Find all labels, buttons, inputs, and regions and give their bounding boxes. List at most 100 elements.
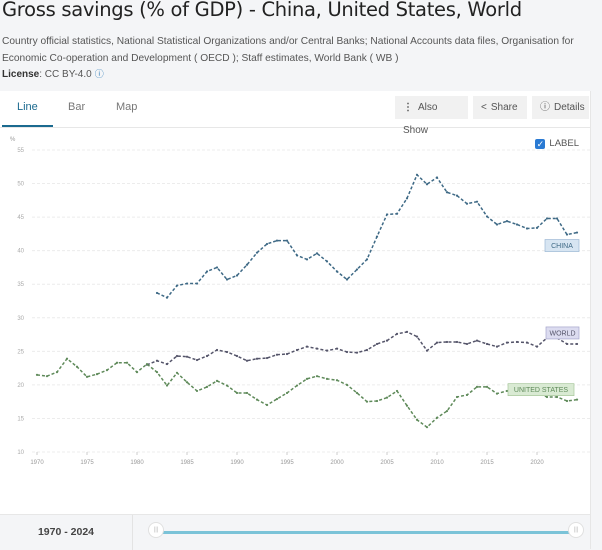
data-point-united_states: [255, 398, 259, 401]
data-point-world: [535, 345, 539, 348]
data-point-united_states: [545, 395, 549, 399]
share-icon: <: [481, 102, 487, 113]
slider-handle-end[interactable]: |||: [568, 522, 584, 538]
data-point-united_states: [245, 391, 249, 395]
data-point-world: [275, 353, 279, 356]
license-label: License: [2, 69, 40, 80]
share-button[interactable]: < Share: [473, 96, 527, 119]
data-point-world: [175, 354, 179, 358]
label-toggle[interactable]: ✓ LABEL: [535, 138, 579, 149]
checkbox-checked-icon[interactable]: ✓: [535, 138, 546, 149]
data-point-china: [315, 252, 319, 255]
data-point-united_states: [305, 377, 309, 380]
data-point-united_states: [475, 385, 479, 389]
data-point-china: [265, 242, 269, 246]
info-icon: ⓘ: [540, 102, 550, 113]
details-button[interactable]: ⓘ Details: [532, 96, 589, 119]
data-point-china: [205, 270, 209, 273]
data-point-world: [445, 340, 449, 344]
data-point-china: [475, 200, 479, 203]
data-point-united_states: [345, 383, 349, 386]
data-point-china: [365, 258, 369, 261]
data-point-united_states: [35, 373, 39, 376]
data-point-world: [395, 332, 399, 335]
data-point-china: [385, 213, 389, 216]
data-point-china: [175, 284, 179, 287]
data-point-world: [365, 348, 369, 352]
data-point-united_states: [465, 393, 469, 397]
series-label-world: WORLD: [549, 330, 575, 337]
data-point-world: [385, 339, 389, 342]
data-point-united_states: [275, 397, 279, 401]
data-point-china: [485, 215, 489, 218]
data-point-china: [185, 282, 189, 285]
slider-handle-start[interactable]: |||: [148, 522, 164, 538]
x-tick-label: 2020: [530, 460, 544, 466]
series-line-united_states: [36, 357, 578, 429]
data-point-china: [275, 239, 279, 242]
data-point-china: [285, 239, 289, 242]
y-tick-label: 50: [17, 182, 24, 188]
tab-bar[interactable]: Bar: [68, 101, 86, 113]
data-point-world: [505, 341, 509, 344]
y-tick-label: 55: [17, 148, 24, 154]
data-point-china: [345, 278, 349, 281]
y-tick-label: 25: [17, 349, 24, 355]
data-point-united_states: [415, 418, 419, 421]
data-point-world: [515, 340, 519, 344]
data-point-united_states: [285, 391, 289, 395]
data-point-united_states: [215, 379, 219, 382]
data-point-china: [555, 217, 559, 220]
data-point-china: [245, 263, 249, 266]
data-point-china: [235, 274, 239, 277]
data-point-china: [215, 266, 219, 269]
data-point-world: [375, 342, 379, 346]
x-tick-label: 1975: [80, 460, 94, 466]
data-point-china: [565, 233, 569, 236]
label-toggle-text: LABEL: [549, 138, 579, 149]
data-point-united_states: [75, 365, 79, 368]
data-point-united_states: [135, 371, 139, 374]
data-point-world: [525, 341, 529, 344]
x-tick-label: 1990: [230, 460, 244, 466]
data-point-united_states: [385, 396, 389, 399]
x-tick-label: 2015: [480, 460, 494, 466]
data-point-china: [355, 268, 359, 271]
range-label: 1970 - 2024: [0, 515, 133, 550]
data-point-china: [325, 260, 329, 263]
data-point-united_states: [185, 381, 189, 384]
data-point-china: [525, 227, 529, 230]
data-point-world: [425, 349, 429, 352]
y-tick-label: 30: [17, 316, 24, 322]
data-point-world: [405, 330, 409, 333]
data-point-world: [565, 342, 569, 346]
tab-map[interactable]: Map: [116, 101, 138, 113]
data-point-china: [575, 231, 579, 234]
chart-panel: Line Bar Map ⋮ Also Show < Share ⓘ Details …: [0, 91, 591, 549]
data-point-china: [535, 226, 539, 229]
data-point-united_states: [115, 361, 119, 364]
data-point-china: [515, 223, 519, 226]
slider-track[interactable]: [156, 531, 576, 534]
year-range-slider-bar: 1970 - 2024 ||| |||: [0, 514, 590, 550]
data-point-china: [395, 212, 399, 215]
data-point-united_states: [155, 371, 159, 374]
data-point-united_states: [145, 362, 149, 366]
data-point-china: [505, 220, 509, 223]
series-label-box-world: [545, 326, 580, 340]
data-point-china: [435, 176, 439, 179]
data-point-united_states: [85, 375, 89, 378]
tab-line[interactable]: Line: [17, 101, 38, 113]
info-circle-icon[interactable]: ⓘ: [94, 69, 104, 79]
data-point-united_states: [565, 399, 569, 403]
data-point-china: [295, 254, 299, 257]
data-point-united_states: [175, 371, 179, 374]
active-tab-indicator: [2, 125, 53, 127]
data-point-world: [225, 350, 229, 354]
data-point-united_states: [485, 385, 489, 389]
data-point-china: [195, 282, 199, 285]
data-point-united_states: [125, 361, 129, 364]
data-point-china: [465, 202, 469, 205]
also-show-button[interactable]: ⋮ Also Show: [395, 96, 468, 136]
